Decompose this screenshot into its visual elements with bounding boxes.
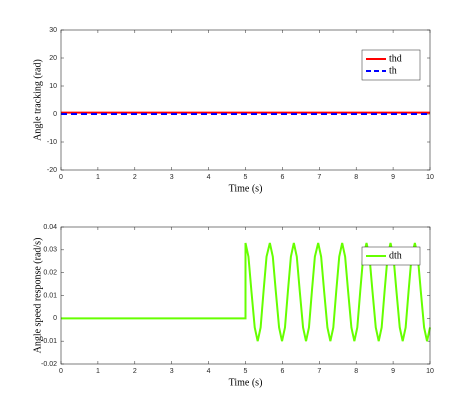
x-tick-label: 0 — [59, 174, 63, 181]
y-tick-label: 0.01 — [43, 292, 57, 299]
y-tick-label: 30 — [49, 27, 57, 34]
x-tick-label: 2 — [133, 174, 137, 181]
x-tick-label: 2 — [133, 368, 137, 375]
x-tick-label: 4 — [207, 368, 211, 375]
x-tick-label: 0 — [59, 368, 63, 375]
y-tick-label: 20 — [49, 55, 57, 62]
x-tick-label: 8 — [354, 368, 358, 375]
x-tick-label: 9 — [391, 174, 395, 181]
y-tick-label: 0 — [53, 111, 57, 118]
x-tick-label: 10 — [426, 368, 434, 375]
axes-box — [60, 226, 431, 365]
y-axis-label: Angle tracking (rad) — [32, 59, 43, 141]
y-tick-label: 0.03 — [43, 247, 57, 254]
y-tick-label: -20 — [47, 167, 57, 174]
legend-box — [361, 49, 421, 81]
y-tick-label: -0.01 — [41, 338, 57, 345]
x-axis-label: Time (s) — [229, 183, 263, 194]
x-tick-label: 1 — [96, 368, 100, 375]
y-tick-label: -10 — [47, 139, 57, 146]
y-tick-label: -0.02 — [41, 361, 57, 368]
x-tick-label: 10 — [426, 174, 434, 181]
axes-box — [60, 29, 431, 171]
y-tick-label: 0.02 — [43, 270, 57, 277]
x-axis-label: Time (s) — [229, 377, 263, 388]
legend-label: thd — [389, 53, 402, 64]
x-tick-label: 6 — [280, 368, 284, 375]
y-tick-label: 0 — [53, 315, 57, 322]
x-tick-label: 5 — [244, 368, 248, 375]
x-tick-label: 8 — [354, 174, 358, 181]
x-tick-label: 9 — [391, 368, 395, 375]
x-tick-label: 1 — [96, 174, 100, 181]
x-tick-label: 7 — [317, 174, 321, 181]
y-axis-label: Angle speed response (rad/s) — [32, 238, 43, 354]
x-tick-label: 6 — [280, 174, 284, 181]
y-tick-label: 10 — [49, 83, 57, 90]
x-tick-label: 4 — [207, 174, 211, 181]
x-tick-label: 3 — [170, 174, 174, 181]
y-tick-label: 0.04 — [43, 224, 57, 231]
legend-label: dth — [389, 250, 402, 261]
x-tick-label: 5 — [244, 174, 248, 181]
x-tick-label: 7 — [317, 368, 321, 375]
data-line — [61, 242, 431, 342]
x-tick-label: 3 — [170, 368, 174, 375]
legend-label: th — [389, 65, 397, 76]
legend-box — [361, 246, 421, 266]
